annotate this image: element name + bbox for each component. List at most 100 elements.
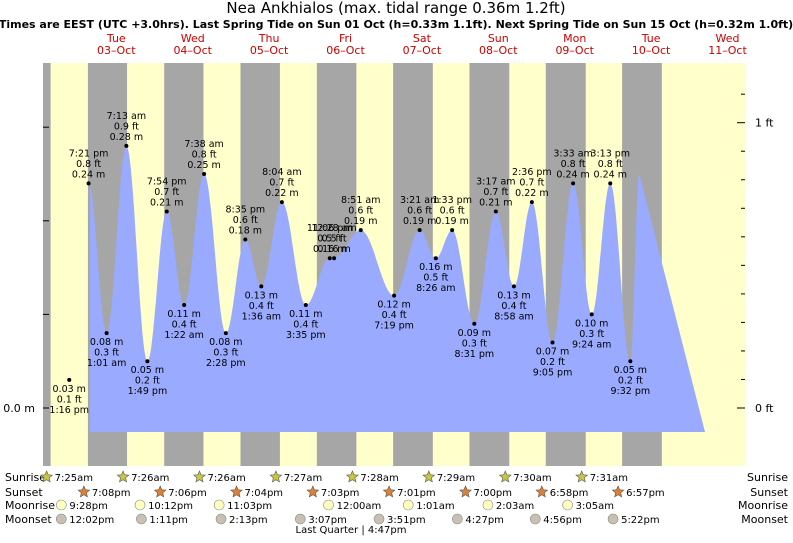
tide-label: 0.5 ft bbox=[317, 234, 342, 245]
sunrise-icon bbox=[422, 470, 436, 483]
tide-label: 0.7 ft bbox=[483, 187, 508, 198]
left-tick-label: 0.0 m bbox=[3, 402, 35, 415]
sunset-icon bbox=[153, 485, 167, 498]
row-label-left: Moonrise bbox=[5, 499, 55, 512]
tide-point bbox=[332, 256, 337, 261]
tide-label: 7:13 am bbox=[107, 111, 146, 122]
tide-label: 0.6 ft bbox=[348, 206, 373, 217]
tide-label: 0.19 m bbox=[435, 216, 468, 227]
tide-point bbox=[202, 172, 207, 176]
sunset-icon bbox=[459, 485, 472, 498]
tide-label: 3:13 pm bbox=[590, 148, 630, 159]
tide-point bbox=[450, 228, 455, 233]
tide-label: 0.8 ft bbox=[76, 159, 101, 170]
tide-label: 0.18 m bbox=[229, 226, 262, 237]
tide-label: 0.16 m bbox=[419, 262, 452, 273]
chart-subtitle: Times are EEST (UTC +3.0hrs). Last Sprin… bbox=[0, 18, 793, 31]
tide-label: 0.05 m bbox=[131, 365, 164, 376]
tide-label: 8:35 pm bbox=[226, 205, 266, 216]
moonset-icon bbox=[136, 513, 147, 525]
day-name: Fri bbox=[339, 32, 352, 45]
sunset-icon bbox=[306, 485, 320, 498]
tide-label: 0.21 m bbox=[479, 197, 512, 208]
day-name: Sun bbox=[488, 32, 509, 45]
tide-label: 1:22 am bbox=[164, 330, 203, 341]
sunrise-time: 7:25am bbox=[55, 473, 93, 484]
tide-point bbox=[124, 143, 129, 148]
tide-label: 7:21 pm bbox=[69, 148, 109, 159]
tide-label: 8:04 am bbox=[262, 167, 301, 178]
sunset-time: 7:01pm bbox=[397, 488, 436, 499]
tide-label: 1:01 am bbox=[87, 358, 126, 369]
tide-point bbox=[417, 228, 422, 233]
day-date: 07–Oct bbox=[403, 44, 442, 57]
tide-label: 7:19 pm bbox=[374, 321, 414, 332]
tide-label: 0.21 m bbox=[150, 197, 183, 208]
tide-label: 0.5 ft bbox=[322, 234, 347, 245]
moonset-time: 5:22pm bbox=[621, 515, 660, 526]
sunrise-icon bbox=[269, 470, 283, 483]
moonset-time: 12:02pm bbox=[69, 515, 114, 526]
tide-label: 0.3 ft bbox=[579, 329, 604, 340]
moonrise-icon bbox=[323, 499, 334, 511]
row-label-right: Sunrise bbox=[747, 471, 788, 484]
tide-label: 0.25 m bbox=[187, 160, 220, 171]
tide-label: 0.1 ft bbox=[57, 394, 82, 405]
tide-label: 0.28 m bbox=[110, 132, 143, 143]
sunrise-time: 7:30am bbox=[513, 473, 551, 484]
tide-point bbox=[472, 321, 477, 326]
tide-label: 7:54 pm bbox=[147, 176, 187, 187]
tide-label: 0.22 m bbox=[515, 188, 548, 199]
tide-labels: 0.03 m0.1 ft1:16 pm7:21 pm0.8 ft0.24 m0.… bbox=[49, 111, 650, 416]
tide-label: 1:36 am bbox=[242, 311, 281, 322]
day-date: 10–Oct bbox=[632, 44, 671, 57]
day-name: Wed bbox=[716, 32, 740, 45]
tide-point bbox=[571, 181, 576, 186]
tide-label: 0.16 m bbox=[313, 244, 346, 255]
day-date: 04–Oct bbox=[173, 44, 212, 57]
right-tick-label: 1 ft bbox=[755, 117, 774, 130]
moonrise-icon bbox=[562, 499, 573, 511]
tide-label: 7:38 am bbox=[184, 139, 223, 150]
moonset-time: 3:51pm bbox=[387, 515, 426, 526]
tide-point bbox=[529, 200, 534, 205]
sunrise-time: 7:31am bbox=[590, 473, 628, 484]
sunset-time: 7:03pm bbox=[321, 488, 360, 499]
sunset-time: 7:04pm bbox=[244, 488, 283, 499]
tide-label: 0.13 m bbox=[245, 290, 278, 301]
day-date: 03–Oct bbox=[97, 44, 136, 57]
day-date: 08–Oct bbox=[479, 44, 518, 57]
sunset-icon bbox=[230, 485, 243, 498]
sunset-time: 6:57pm bbox=[626, 488, 665, 499]
tide-point bbox=[327, 256, 332, 261]
tide-label: 9:24 am bbox=[572, 339, 611, 350]
tide-point bbox=[303, 303, 308, 308]
tide-label: 0.6 ft bbox=[233, 215, 258, 226]
tide-point bbox=[243, 237, 248, 242]
moonset-icon bbox=[530, 513, 541, 525]
sunset-icon bbox=[611, 485, 625, 498]
sunset-icon bbox=[535, 485, 549, 498]
day-name: Wed bbox=[181, 32, 205, 45]
tide-label: 0.19 m bbox=[344, 216, 377, 227]
tide-label: 8:26 am bbox=[416, 283, 455, 294]
tide-point bbox=[608, 181, 613, 186]
tide-point bbox=[104, 331, 109, 336]
tide-label: 0.16 m bbox=[317, 244, 350, 255]
day-name: Mon bbox=[563, 32, 586, 45]
tide-label: 0.07 m bbox=[536, 346, 569, 357]
tide-label: 9:32 pm bbox=[611, 386, 651, 397]
tide-label: 1:16 pm bbox=[49, 405, 89, 416]
sunrise-icon bbox=[575, 470, 589, 483]
tide-label: 1:33 pm bbox=[432, 195, 472, 206]
tide-label: 8:31 pm bbox=[454, 349, 494, 360]
tide-curve bbox=[90, 145, 705, 432]
moonset-icon bbox=[373, 513, 385, 525]
sunset-icon bbox=[77, 485, 91, 498]
day-name: Tue bbox=[641, 32, 661, 45]
tide-label: 0.6 ft bbox=[440, 206, 465, 217]
tide-label: 3:33 am bbox=[553, 148, 592, 159]
moonrise-icon bbox=[482, 499, 494, 511]
